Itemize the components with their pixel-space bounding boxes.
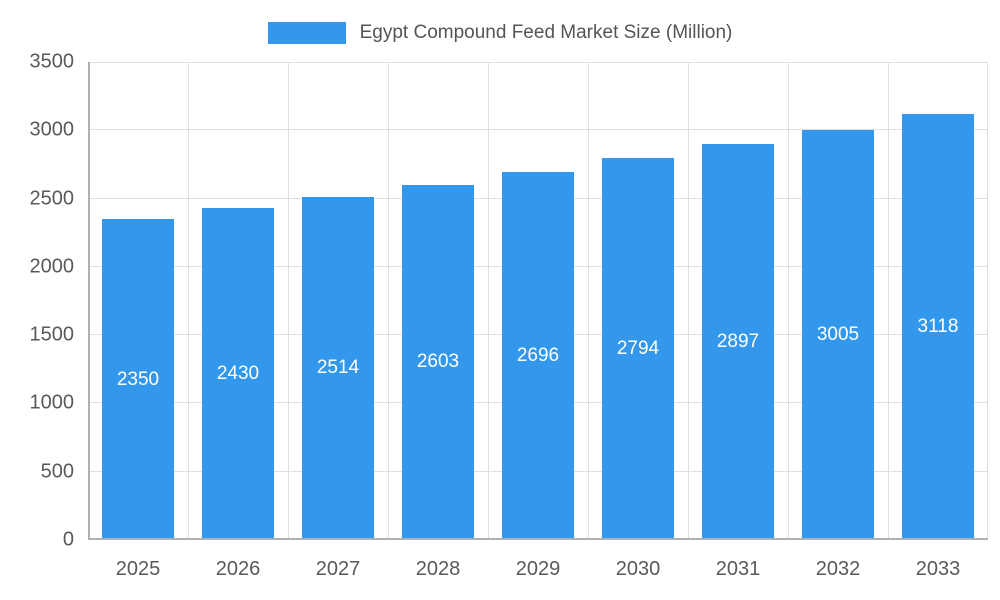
x-tick-label: 2026 bbox=[215, 558, 261, 580]
bar-value-label: 2897 bbox=[716, 331, 760, 353]
x-tick-label: 2031 bbox=[715, 558, 761, 580]
bar-2026: 2430 bbox=[201, 208, 275, 540]
x-tick-label: 2025 bbox=[115, 558, 161, 580]
y-axis: 0 500 1000 1500 2000 2500 3000 3500 bbox=[0, 51, 80, 551]
bar-2028: 2603 bbox=[401, 184, 475, 540]
y-tick-label: 0 bbox=[62, 528, 74, 551]
x-axis: 2025 2026 2027 2028 2029 2030 2031 2032 2033 bbox=[88, 554, 988, 586]
x-tick-label: 2027 bbox=[315, 558, 361, 580]
bar-value-label: 2514 bbox=[316, 357, 360, 379]
bar-2032: 3005 bbox=[801, 129, 875, 540]
h-gridline bbox=[88, 62, 988, 63]
bar-2030: 2794 bbox=[601, 158, 675, 540]
v-gridline bbox=[588, 62, 589, 540]
bar-value-label: 2350 bbox=[116, 368, 160, 390]
bar-value-label: 2696 bbox=[516, 344, 560, 366]
y-tick-label: 3500 bbox=[29, 50, 75, 73]
legend-swatch bbox=[267, 22, 346, 44]
v-gridline bbox=[888, 62, 889, 540]
bar-2027: 2514 bbox=[301, 196, 375, 540]
x-axis-line bbox=[88, 538, 988, 540]
y-tick-label: 3000 bbox=[29, 118, 75, 141]
y-tick-label: 1000 bbox=[29, 391, 75, 414]
bar-value-label: 3118 bbox=[917, 316, 959, 338]
bar-value-label: 2794 bbox=[616, 338, 660, 360]
v-gridline bbox=[987, 62, 988, 540]
bar-value-label: 3005 bbox=[816, 323, 860, 345]
y-axis-line bbox=[88, 62, 90, 540]
x-tick-label: 2032 bbox=[815, 558, 861, 580]
x-tick-label: 2030 bbox=[615, 558, 661, 580]
v-gridline bbox=[387, 62, 389, 540]
y-tick-label: 500 bbox=[40, 460, 74, 483]
y-tick-label: 1500 bbox=[29, 323, 75, 346]
bar-2025: 2350 bbox=[101, 219, 175, 540]
v-gridline bbox=[488, 62, 489, 540]
chart-title: Egypt Compound Feed Market Size (Million… bbox=[359, 22, 733, 43]
x-tick-label: 2033 bbox=[915, 558, 961, 580]
x-tick-label: 2028 bbox=[415, 558, 461, 580]
bar-2029: 2696 bbox=[501, 171, 575, 540]
y-tick-label: 2500 bbox=[29, 187, 75, 210]
h-gridline bbox=[88, 129, 988, 131]
bar-value-label: 2603 bbox=[416, 351, 460, 373]
plot-area: 2350 2430 2514 2603 2696 2794 2897 3005 3118 bbox=[88, 62, 988, 540]
x-tick-label: 2029 bbox=[515, 558, 561, 580]
bar-value-label: 2430 bbox=[216, 363, 260, 385]
v-gridline bbox=[288, 62, 289, 540]
y-tick-label: 2000 bbox=[29, 255, 75, 278]
bar-2033: 3118 bbox=[901, 114, 975, 540]
v-gridline bbox=[687, 62, 689, 540]
bar-2031: 2897 bbox=[701, 144, 775, 540]
v-gridline bbox=[188, 62, 189, 540]
v-gridline bbox=[788, 62, 789, 540]
chart-legend[interactable]: Egypt Compound Feed Market Size (Million… bbox=[0, 22, 1000, 44]
